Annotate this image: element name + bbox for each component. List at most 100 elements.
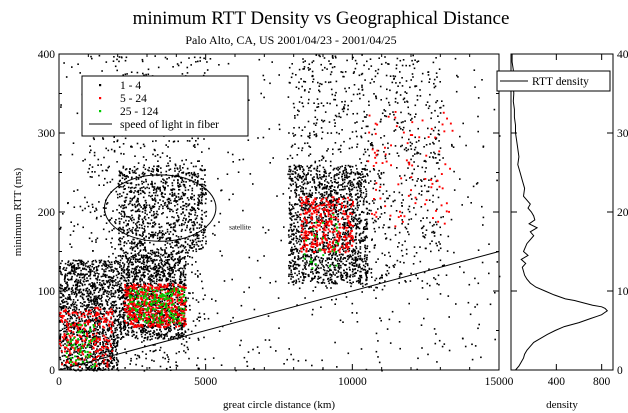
data-point [113,359,116,362]
data-point [168,238,171,240]
data-point [182,167,184,169]
data-point [92,337,95,339]
data-point [73,266,75,269]
data-point [143,268,145,271]
data-point [119,330,122,332]
data-point [79,282,82,284]
data-point [96,348,98,350]
data-point [304,208,306,211]
data-point [172,259,175,262]
data-point [333,176,336,178]
data-point [138,321,140,324]
data-point [152,350,155,353]
data-point [163,263,166,266]
data-point [98,174,100,177]
data-point [303,275,305,278]
data-point [66,274,68,277]
data-point [347,208,349,211]
data-point [167,268,169,270]
data-point [151,280,154,283]
data-point [100,215,102,218]
data-point [366,213,368,215]
data-point [133,256,136,259]
data-point [339,234,341,237]
data-point [359,221,362,223]
data-point [364,244,366,247]
data-point [92,330,94,332]
data-point [97,296,99,299]
data-point [70,266,73,269]
data-point [155,280,158,283]
data-point [167,356,169,358]
data-point [127,282,129,285]
data-point [304,267,306,269]
data-point [83,320,86,322]
data-point [173,276,175,279]
data-point [364,272,367,274]
data-point [122,336,125,338]
data-point [350,282,353,285]
data-point [63,359,65,362]
data-point [124,168,127,171]
data-point [102,286,105,289]
data-point [147,73,150,76]
data-point [102,345,105,348]
data-point [199,202,202,205]
data-point [290,223,293,226]
data-point [187,238,189,240]
data-point [131,186,133,189]
data-point [204,202,207,205]
data-point [167,338,170,340]
data-point [131,267,134,270]
data-point [67,260,70,262]
data-point [157,160,159,162]
data-point [85,359,88,361]
data-point [185,208,188,211]
data-point [69,315,72,318]
data-point [79,295,82,297]
data-point [289,165,292,168]
data-point [319,261,322,264]
data-point [66,365,68,368]
data-point [88,271,90,273]
data-point [99,260,102,263]
data-point [142,231,144,233]
data-point [166,242,169,244]
data-point [120,331,123,334]
data-point [290,169,292,171]
data-point [95,335,98,337]
data-point [65,326,68,329]
data-point [186,346,189,349]
data-point [78,326,80,329]
data-point [331,275,333,277]
data-point [59,292,62,294]
data-point [306,225,308,227]
data-point [103,270,105,273]
data-point [113,227,115,230]
data-point [349,213,351,215]
data-point [163,202,166,205]
data-point [333,244,336,246]
data-point [161,191,163,194]
data-point [157,251,159,253]
data-point [170,245,172,248]
data-point [111,353,114,356]
data-point [73,369,76,371]
data-point [337,192,339,194]
data-point [185,296,187,299]
data-point [161,267,164,270]
data-point [339,275,342,277]
data-point [123,211,126,213]
data-point [152,233,155,236]
data-point [68,264,71,267]
data-point [176,220,179,223]
data-point [125,352,128,355]
data-point [348,180,351,182]
data-point [61,273,63,276]
data-point [135,233,137,235]
data-point [343,181,346,184]
data-point [149,265,151,267]
data-point [158,333,161,335]
data-point [295,188,297,191]
data-point [87,354,89,356]
